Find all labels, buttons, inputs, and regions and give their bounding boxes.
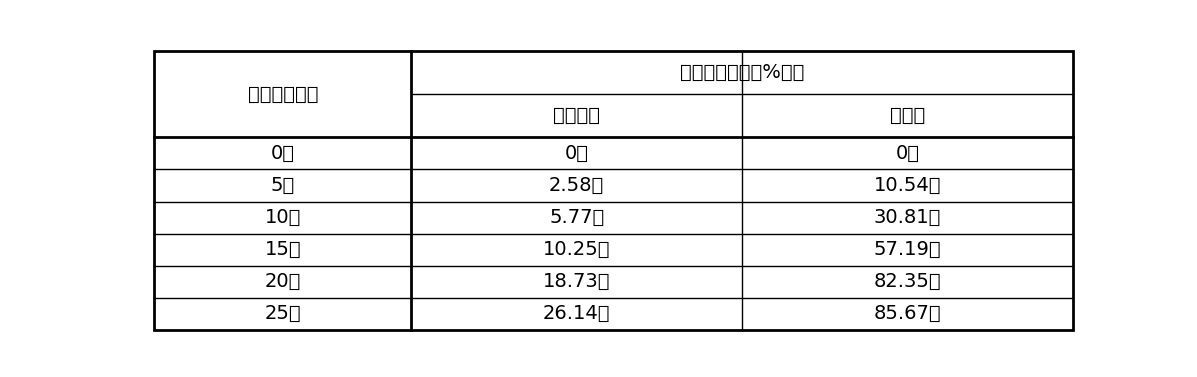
Text: 85.67。: 85.67。 — [874, 304, 941, 323]
Text: 10。: 10。 — [265, 208, 300, 227]
Text: 82.35。: 82.35。 — [874, 272, 941, 291]
Text: 15。: 15。 — [265, 240, 302, 259]
Text: 26.14。: 26.14。 — [543, 304, 610, 323]
Text: 5.77。: 5.77。 — [549, 208, 604, 227]
Text: 时间（天）。: 时间（天）。 — [248, 85, 318, 104]
Text: 57.19。: 57.19。 — [874, 240, 941, 259]
Text: 污染物降解率（%）。: 污染物降解率（%）。 — [680, 63, 804, 82]
Text: 30.81。: 30.81。 — [874, 208, 941, 227]
Text: 10.54。: 10.54。 — [874, 176, 941, 195]
Text: 5。: 5。 — [271, 176, 294, 195]
Text: 10.25。: 10.25。 — [543, 240, 610, 259]
Text: 25。: 25。 — [265, 304, 302, 323]
Text: 2.58。: 2.58。 — [549, 176, 604, 195]
Text: 0。: 0。 — [565, 144, 589, 163]
Text: 18.73。: 18.73。 — [543, 272, 610, 291]
Text: 0。: 0。 — [271, 144, 294, 163]
Text: 曝气。: 曝气。 — [889, 106, 925, 125]
Text: 20。: 20。 — [265, 272, 300, 291]
Text: 0。: 0。 — [895, 144, 919, 163]
Text: 无曝气。: 无曝气。 — [553, 106, 600, 125]
